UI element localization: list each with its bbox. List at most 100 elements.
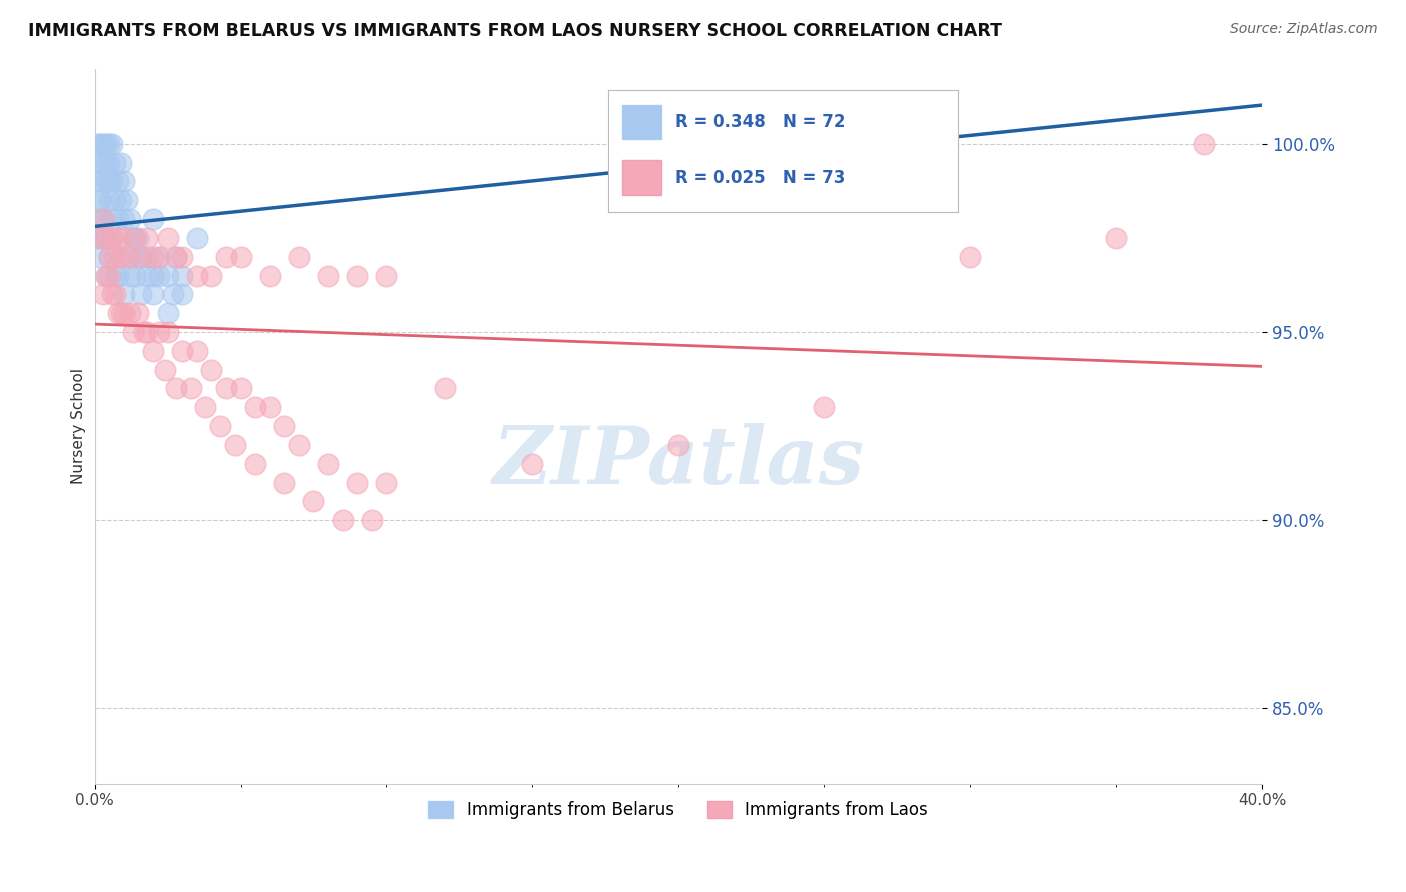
Point	[118, 306, 141, 320]
Point	[243, 457, 266, 471]
Point	[129, 287, 152, 301]
Point	[346, 268, 368, 283]
Point	[96, 136, 118, 151]
Point	[136, 325, 159, 339]
Point	[124, 231, 146, 245]
Point	[98, 136, 121, 151]
Point	[142, 268, 165, 283]
Point	[101, 231, 124, 245]
Point	[127, 250, 149, 264]
Point	[96, 268, 118, 283]
Point	[224, 438, 246, 452]
Point	[302, 494, 325, 508]
Point	[194, 401, 217, 415]
Point	[112, 231, 135, 245]
Point	[142, 212, 165, 227]
Point	[104, 250, 127, 264]
Point	[156, 231, 179, 245]
Point	[148, 268, 170, 283]
Point	[89, 155, 111, 169]
Point	[115, 194, 138, 208]
Point	[121, 325, 143, 339]
Point	[107, 174, 129, 188]
Point	[136, 231, 159, 245]
Point	[186, 268, 208, 283]
Point	[813, 136, 835, 151]
Point	[118, 268, 141, 283]
Point	[110, 250, 132, 264]
Text: IMMIGRANTS FROM BELARUS VS IMMIGRANTS FROM LAOS NURSERY SCHOOL CORRELATION CHART: IMMIGRANTS FROM BELARUS VS IMMIGRANTS FR…	[28, 22, 1002, 40]
Point	[215, 382, 238, 396]
Point	[98, 250, 121, 264]
Point	[134, 325, 156, 339]
Point	[200, 362, 222, 376]
Point	[288, 250, 311, 264]
Point	[186, 231, 208, 245]
Point	[165, 382, 187, 396]
Point	[104, 287, 127, 301]
Point	[89, 194, 111, 208]
Point	[165, 250, 187, 264]
Text: ZIPatlas: ZIPatlas	[492, 423, 865, 500]
Point	[813, 401, 835, 415]
Point	[91, 174, 114, 188]
Point	[98, 194, 121, 208]
Point	[156, 268, 179, 283]
Point	[91, 212, 114, 227]
Point	[110, 306, 132, 320]
Point	[360, 513, 382, 527]
Point	[180, 382, 202, 396]
Point	[127, 306, 149, 320]
Point	[316, 268, 339, 283]
Point	[172, 343, 194, 358]
Point	[375, 475, 398, 490]
Point	[107, 212, 129, 227]
Point	[96, 231, 118, 245]
Point	[666, 438, 689, 452]
Point	[98, 250, 121, 264]
Point	[259, 268, 281, 283]
Point	[110, 250, 132, 264]
Point	[186, 343, 208, 358]
Point	[142, 287, 165, 301]
Point	[148, 250, 170, 264]
Point	[316, 457, 339, 471]
Point	[98, 155, 121, 169]
Point	[91, 155, 114, 169]
Point	[91, 287, 114, 301]
Point	[124, 268, 146, 283]
Point	[91, 136, 114, 151]
Point	[273, 475, 295, 490]
Point	[215, 250, 238, 264]
Point	[107, 231, 129, 245]
Point	[148, 250, 170, 264]
Point	[110, 194, 132, 208]
Point	[162, 287, 184, 301]
Point	[118, 250, 141, 264]
Point	[98, 174, 121, 188]
Point	[101, 136, 124, 151]
Point	[112, 287, 135, 301]
Point	[89, 231, 111, 245]
Point	[118, 212, 141, 227]
Point	[136, 268, 159, 283]
Point	[101, 174, 124, 188]
Point	[101, 212, 124, 227]
Point	[121, 231, 143, 245]
Point	[86, 136, 108, 151]
Point	[136, 250, 159, 264]
Point	[332, 513, 354, 527]
Point	[129, 250, 152, 264]
Point	[107, 268, 129, 283]
Point	[129, 250, 152, 264]
Point	[959, 250, 981, 264]
Point	[725, 136, 748, 151]
Point	[110, 155, 132, 169]
Point	[86, 174, 108, 188]
Point	[783, 136, 806, 151]
Point	[112, 212, 135, 227]
Point	[86, 212, 108, 227]
Point	[96, 268, 118, 283]
Point	[209, 419, 232, 434]
Point	[89, 194, 111, 208]
